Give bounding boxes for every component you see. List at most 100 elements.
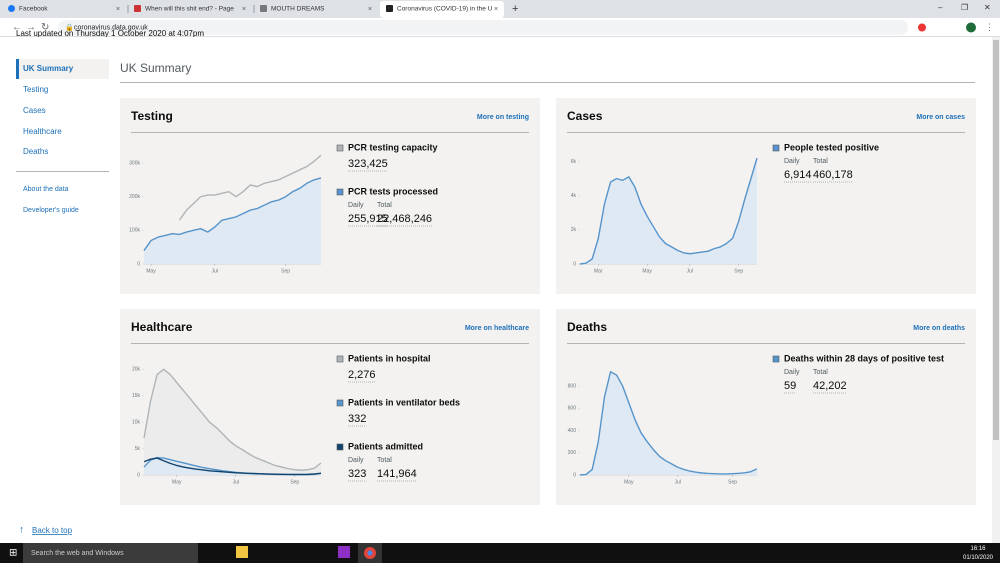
metric-label: PCR tests processed	[348, 186, 438, 196]
back-button[interactable]: ←	[12, 22, 22, 33]
x-tick-label: May	[624, 479, 634, 485]
nav-link[interactable]: Developer's guide	[23, 207, 79, 214]
series-line	[143, 457, 322, 476]
tab-close[interactable]: ×	[368, 6, 372, 13]
minimize-button[interactable]: –	[938, 3, 943, 12]
series-line	[143, 177, 322, 251]
x-tick-label: Mar	[594, 268, 603, 274]
content: Last updated on Thursday 1 October 2020 …	[0, 29, 992, 536]
card: Deaths More on deaths 0 200 400 600 800 May Jul S…	[556, 309, 976, 505]
clock-date: 01/10/2020	[963, 555, 994, 561]
card-title: Deaths	[567, 320, 607, 334]
profile-icon[interactable]	[966, 22, 976, 33]
tab-title[interactable]: When will this shit end? - Page	[145, 6, 234, 13]
app-icon[interactable]	[338, 546, 350, 558]
card-link[interactable]: More on cases	[916, 114, 965, 121]
nav-link[interactable]: Cases	[23, 106, 46, 115]
series-area	[580, 371, 757, 475]
metric-key	[336, 443, 344, 451]
back-to-top-arrow[interactable]: ↑	[19, 525, 24, 536]
back-to-top[interactable]: Back to top	[32, 526, 73, 535]
metric-sub-label: Total	[377, 457, 392, 464]
new-tab-button[interactable]: +	[512, 3, 518, 15]
metric-sub-label: Daily	[348, 457, 364, 464]
reload-button[interactable]: ↻	[41, 22, 49, 33]
series-line	[579, 371, 758, 476]
series-area	[144, 177, 321, 264]
clock-time: 16:16	[970, 546, 986, 552]
close-window-button[interactable]: ✕	[984, 3, 991, 12]
metric-value: 42,202	[813, 380, 847, 392]
y-tick-label: 0	[573, 261, 576, 267]
y-tick-label: 400	[568, 428, 577, 434]
series-line	[143, 368, 322, 471]
x-tick-label: Sep	[734, 268, 743, 274]
nav-active-bar	[16, 59, 19, 79]
metric-value: 460,178	[813, 169, 853, 181]
start-button[interactable]: ⊞	[9, 548, 17, 559]
last-updated: Last updated on Thursday 1 October 2020 …	[16, 29, 204, 38]
metric-sub-label: Total	[813, 158, 828, 165]
extension-icon[interactable]	[918, 23, 926, 32]
url[interactable]: coronavirus.data.gov.uk	[74, 24, 148, 31]
y-tick-label: 5k	[135, 446, 141, 452]
menu-button[interactable]: ⋮	[985, 22, 994, 32]
forward-button[interactable]: →	[26, 22, 36, 33]
tab-close[interactable]: ×	[494, 6, 498, 13]
metric-key	[336, 399, 344, 407]
metric-key	[336, 144, 344, 152]
y-tick-label: 200	[568, 450, 577, 456]
tab-title[interactable]: Facebook	[19, 6, 48, 13]
explorer-icon[interactable]	[236, 546, 248, 558]
x-tick-label: May	[172, 479, 182, 485]
x-tick-label: Jul	[687, 268, 693, 274]
metric-value: 255,915	[348, 213, 388, 225]
metric-value: 323	[348, 468, 366, 480]
x-tick-label: Sep	[290, 479, 299, 485]
search-text[interactable]: Search the web and Windows	[31, 550, 124, 557]
address-field[interactable]	[58, 20, 908, 35]
tab-title[interactable]: Coronavirus (COVID-19) in the U	[397, 6, 493, 13]
metric-key	[336, 188, 344, 196]
nav-link[interactable]: About the data	[23, 186, 69, 193]
page-heading: UK Summary	[120, 61, 191, 75]
tab-close[interactable]: ×	[116, 6, 120, 13]
metric-value: 22,468,246	[377, 213, 432, 225]
metric-key	[772, 355, 780, 363]
x-tick-label: May	[642, 268, 652, 274]
card-link[interactable]: More on healthcare	[465, 325, 529, 332]
x-tick-label: May	[146, 268, 156, 274]
search-box[interactable]	[23, 543, 198, 563]
series-area	[144, 457, 321, 475]
taskbar	[0, 543, 1000, 563]
clip-cover	[0, 37, 992, 43]
metric-label: People tested positive	[784, 142, 879, 152]
tab-title[interactable]: MOUTH DREAMS	[271, 6, 325, 13]
nav-link[interactable]: Healthcare	[23, 127, 62, 136]
card-title: Testing	[131, 109, 173, 123]
tab-close[interactable]: ×	[242, 6, 246, 13]
maximize-button[interactable]: ❐	[961, 3, 968, 12]
metric-label: PCR testing capacity	[348, 142, 438, 152]
y-tick-label: 0	[137, 261, 140, 267]
tab-favicon	[134, 5, 141, 12]
card-link[interactable]: More on deaths	[913, 325, 965, 332]
metric-sub-label: Daily	[348, 202, 364, 209]
series-area	[144, 369, 321, 475]
card-title: Healthcare	[131, 320, 193, 334]
metric-value: 2,276	[348, 369, 376, 381]
series-area	[580, 158, 757, 264]
tab-favicon	[386, 5, 393, 12]
card-bg	[120, 98, 540, 294]
metric-value: 323,425	[348, 158, 388, 170]
y-tick-label: 4k	[571, 193, 577, 199]
nav-link[interactable]: Testing	[23, 85, 48, 94]
card-title: Cases	[567, 109, 603, 123]
card-link[interactable]: More on testing	[477, 114, 529, 121]
nav-link[interactable]: Deaths	[23, 147, 48, 156]
scrollbar-thumb[interactable]	[993, 40, 999, 440]
nav-link[interactable]: UK Summary	[23, 64, 74, 73]
y-tick-label: 15k	[132, 393, 141, 399]
metric-label: Patients admitted	[348, 441, 423, 451]
